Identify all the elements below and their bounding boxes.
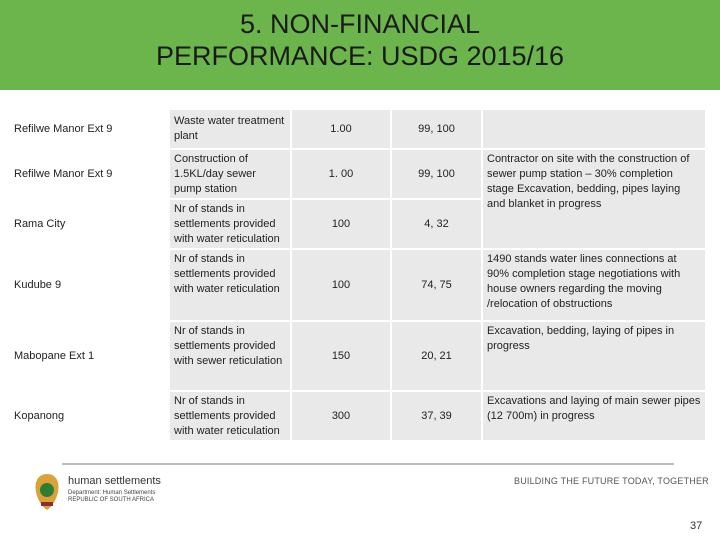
actual: 37, 39: [392, 392, 481, 440]
page-number: 37: [690, 520, 703, 532]
remarks: Contractor on site with the construction…: [483, 150, 705, 248]
target: 1. 00: [292, 150, 390, 198]
actual: 99, 100: [392, 110, 481, 148]
project: Kudube 9: [14, 278, 62, 291]
slogan: BUILDING THE FUTURE TODAY, TOGETHER: [514, 476, 709, 486]
project: Kopanong: [14, 409, 65, 422]
project: Refilwe Manor Ext 9: [14, 167, 113, 180]
target: 100: [292, 200, 390, 248]
title: 5. NON-FINANCIAL PERFORMANCE: USDG 2015/…: [0, 8, 720, 72]
target: 150: [292, 322, 390, 390]
remarks: 1490 stands water lines connections at 9…: [483, 250, 705, 320]
project: Refilwe Manor Ext 9: [14, 122, 113, 135]
actual: 4, 32: [392, 200, 481, 248]
target: 1.00: [292, 110, 390, 148]
department: Department: Human Settlements REPUBLIC O…: [68, 490, 156, 503]
title-text: 5. NON-FINANCIAL PERFORMANCE: USDG 2015/…: [155, 9, 565, 71]
project: Rama City: [14, 217, 66, 230]
indicator: Nr of stands in settlements provided wit…: [170, 200, 290, 248]
indicator: Nr of stands in settlements provided wit…: [170, 250, 290, 320]
indicator: Waste water treatment plant: [170, 110, 290, 148]
remarks: Excavation, bedding, laying of pipes in …: [483, 322, 705, 390]
brand: human settlements: [68, 475, 161, 487]
remarks: Excavations and laying of main sewer pip…: [483, 392, 705, 440]
indicator: Construction of 1.5KL/day sewer pump sta…: [170, 150, 290, 198]
header-band: [0, 0, 720, 90]
remarks-empty: [483, 110, 705, 148]
coat-of-arms: [35, 474, 59, 510]
target: 100: [292, 250, 390, 320]
indicator: Nr of stands in settlements provided wit…: [170, 392, 290, 440]
indicator: Nr of stands in settlements provided wit…: [170, 322, 290, 390]
project: Mabopane Ext 1: [14, 349, 95, 362]
target: 300: [292, 392, 390, 440]
actual: 20, 21: [392, 322, 481, 390]
actual: 99, 100: [392, 150, 481, 198]
footer-rule: [62, 463, 674, 465]
actual: 74, 75: [392, 250, 481, 320]
